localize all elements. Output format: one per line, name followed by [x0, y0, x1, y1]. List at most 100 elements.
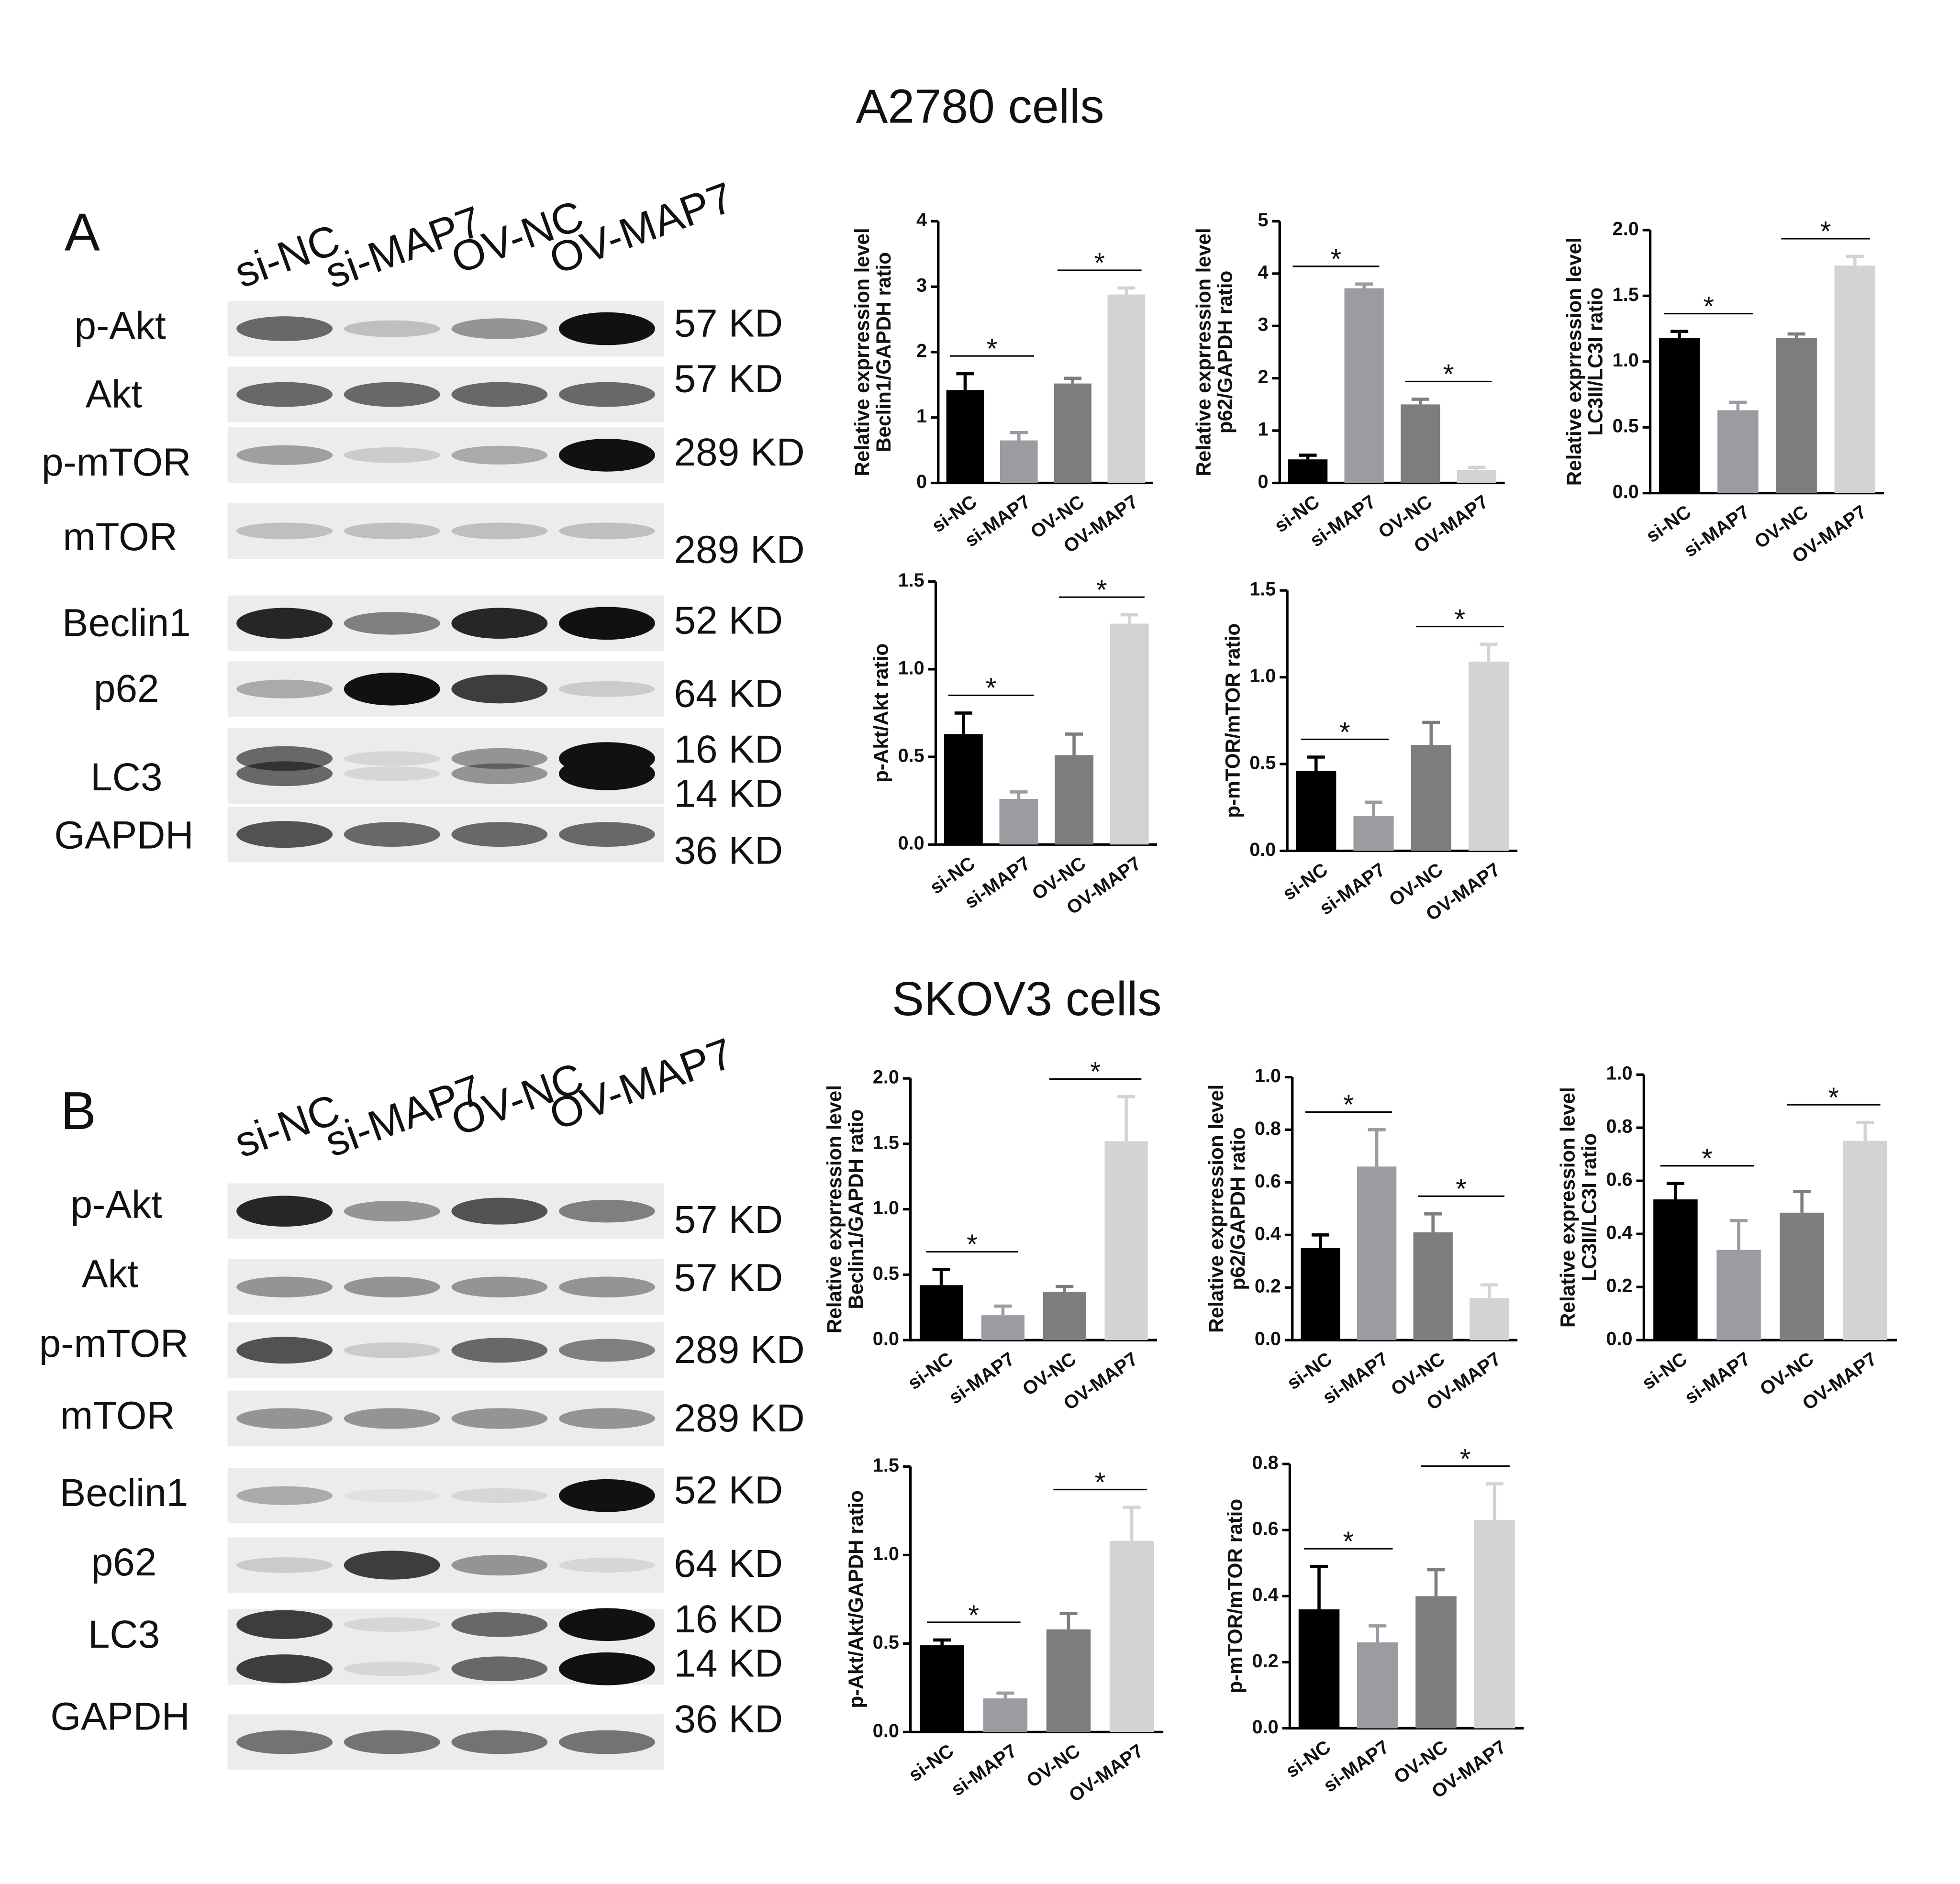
y-tick-label: 1.5	[1613, 284, 1639, 305]
blot-band	[236, 761, 333, 787]
y-tick-label: 1	[1258, 419, 1268, 440]
bar	[1843, 1141, 1888, 1341]
y-axis-label: Relative exprression level	[1563, 237, 1585, 486]
bar	[1834, 266, 1876, 493]
error-bar	[1846, 255, 1864, 266]
size-label: 289 KD	[674, 1328, 804, 1372]
y-tick-label: 0.6	[1252, 1518, 1279, 1540]
bar	[1780, 1212, 1824, 1341]
blot-band	[451, 1338, 548, 1363]
bar	[1653, 1199, 1698, 1341]
blot-band	[451, 822, 548, 847]
blot-band	[559, 382, 655, 407]
y-tick-label: 1	[916, 406, 927, 427]
bar	[1357, 1642, 1398, 1729]
bar	[1298, 1609, 1340, 1729]
protein-label: LC3	[90, 755, 162, 799]
blot-band	[236, 316, 333, 341]
y-tick-label: 0.5	[1249, 752, 1276, 773]
y-tick-label: 0.0	[873, 1329, 899, 1350]
size-label: 289 KD	[674, 431, 804, 474]
blot-band	[451, 1656, 548, 1682]
panel-title: SKOV3 cells	[892, 972, 1162, 1026]
blot-band	[344, 672, 440, 706]
blot-strip	[227, 503, 664, 559]
blot-band	[451, 382, 548, 407]
y-tick-label: 0.8	[1255, 1118, 1281, 1139]
significance-label: *	[1343, 1089, 1354, 1120]
y-tick-label: 1.5	[873, 1455, 899, 1476]
blot-band	[344, 612, 440, 635]
error-bar	[1427, 1568, 1445, 1596]
protein-label: Beclin1	[60, 1471, 189, 1515]
blot-band	[559, 1276, 655, 1297]
significance-label: *	[968, 1600, 979, 1631]
error-bar	[932, 1268, 950, 1286]
blot-band	[451, 522, 548, 540]
significance-label: *	[1460, 1443, 1471, 1474]
blot-band	[236, 679, 333, 698]
blot-band	[451, 1612, 548, 1637]
bar	[1457, 470, 1497, 483]
blot-band	[559, 757, 655, 790]
blot-strip	[227, 1537, 664, 1593]
blot-band	[344, 320, 440, 337]
panel-letter: A	[65, 202, 100, 262]
blot-band	[451, 318, 548, 339]
blot-band	[236, 1276, 333, 1297]
blot-band	[451, 1730, 548, 1754]
y-tick-label: 0.6	[1606, 1169, 1632, 1190]
blot-band	[236, 1196, 333, 1227]
protein-label: p-Akt	[71, 1183, 162, 1226]
blot-band	[344, 1551, 440, 1580]
y-tick-label: 0.2	[1252, 1651, 1279, 1672]
y-axis-label: Relative exprression level	[1205, 1085, 1227, 1333]
error-bar	[1787, 332, 1805, 338]
y-axis-label: Beclin1/GAPDH ratio	[845, 1109, 867, 1309]
significance-label: *	[986, 673, 997, 704]
size-label: 36 KD	[674, 1697, 783, 1741]
y-axis-label: p62/GAPDH ratio	[1226, 1127, 1249, 1290]
blot-band	[236, 1654, 333, 1684]
y-tick-label: 0	[916, 471, 927, 492]
bar	[1470, 1298, 1509, 1341]
error-bar	[1422, 720, 1440, 745]
protein-label: p-mTOR	[39, 1322, 189, 1365]
size-label: 16 KD	[674, 728, 783, 771]
significance-label: *	[1096, 575, 1107, 606]
error-bar	[1369, 1624, 1387, 1642]
blot-band	[559, 607, 655, 640]
blot-strip	[227, 1259, 664, 1315]
significance-label: *	[967, 1229, 978, 1260]
protein-label: p-Akt	[74, 304, 166, 348]
blot-band	[451, 748, 548, 769]
blot-band	[559, 1652, 655, 1685]
blot-band	[344, 1276, 440, 1297]
error-bar	[956, 372, 974, 390]
blot-band	[236, 821, 333, 848]
error-bar	[933, 1638, 951, 1646]
error-bar	[1010, 790, 1028, 799]
error-bar	[1117, 286, 1136, 295]
bar	[983, 1698, 1028, 1732]
size-label: 16 KD	[674, 1597, 783, 1641]
error-bar	[1123, 1506, 1141, 1541]
bar	[1717, 410, 1759, 493]
size-label: 14 KD	[674, 1642, 783, 1685]
y-tick-label: 2.0	[873, 1067, 899, 1088]
y-tick-label: 1.0	[873, 1543, 899, 1564]
blot-band	[236, 608, 333, 639]
protein-label: Beclin1	[62, 601, 191, 645]
y-tick-label: 2.0	[1613, 218, 1639, 239]
y-tick-label: 0.5	[898, 745, 924, 766]
size-label: 14 KD	[674, 772, 783, 815]
y-axis-label: p-mTOR/mTOR ratio	[1221, 623, 1244, 818]
y-tick-label: 0.0	[1606, 1329, 1632, 1350]
blot-band	[236, 1610, 333, 1639]
error-bar	[1485, 1482, 1503, 1520]
protein-label: p62	[94, 667, 159, 710]
error-bar	[1117, 1095, 1136, 1141]
blot-band	[344, 1730, 440, 1754]
error-bar	[994, 1304, 1012, 1316]
